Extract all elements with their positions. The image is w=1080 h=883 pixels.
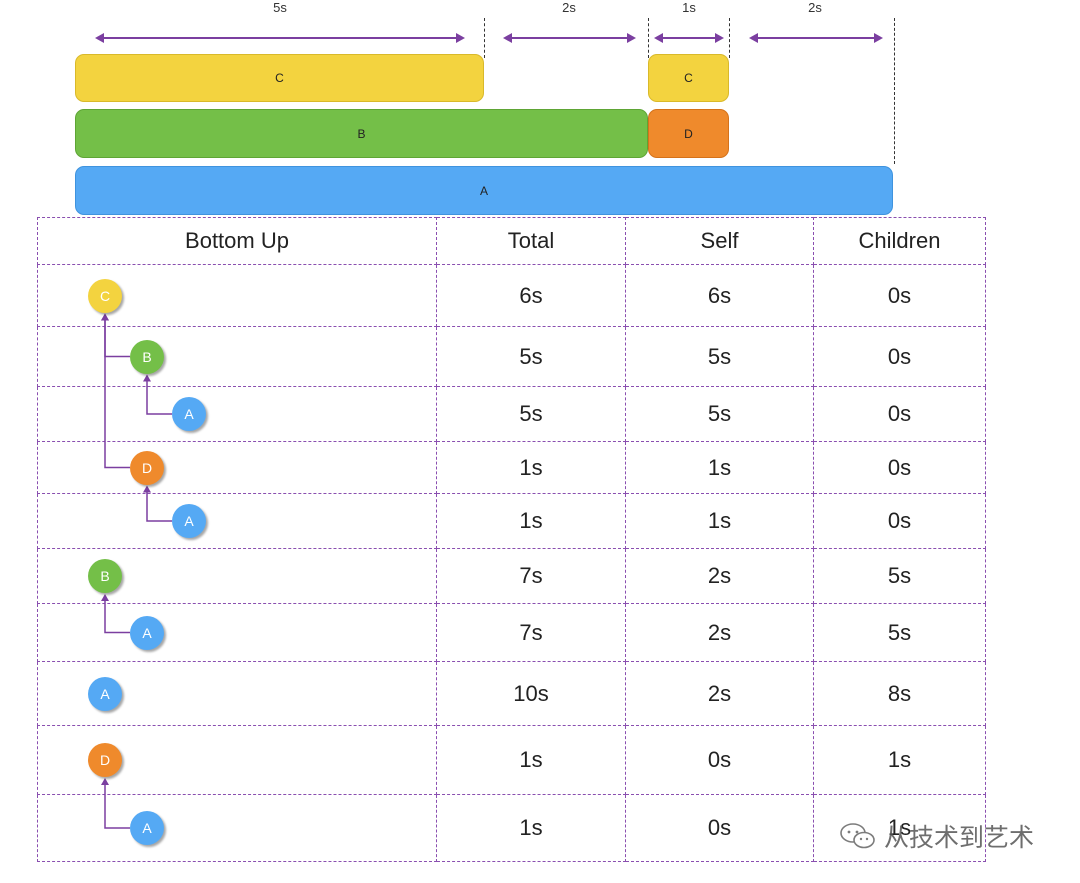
duration-arrow-tail [749,33,883,43]
duration-arrow-gap [503,33,636,43]
cell-self: 2s [625,548,814,604]
cell-self: 2s [625,603,814,662]
tree-node-a: A [130,615,164,650]
cell-children: 1s [813,794,986,862]
tree-cell [37,441,437,494]
cell-total: 1s [436,725,626,795]
cell-self: 1s [625,441,814,494]
tree-node-d: D [88,743,122,777]
tree-cell [37,493,437,549]
cell-total: 1s [436,493,626,549]
tree-cell [37,794,437,862]
table-row: 6s 6s 0s [37,264,986,327]
tree-node-d: D [130,450,164,485]
cell-self: 0s [625,725,814,795]
table-row: 5s 5s 0s [37,326,986,387]
duration-label-tail: 2s [808,0,822,15]
table-row: 1s 1s 0s [37,441,986,494]
bar-a: A [75,166,893,215]
bar-b: B [75,109,648,158]
cell-self: 2s [625,661,814,726]
tree-cell [37,326,437,387]
table-row: 1s 0s 1s [37,794,986,862]
tree-cell [37,603,437,662]
duration-arrow-c-short [654,33,724,43]
tree-node-a: A [88,676,122,711]
cell-children: 0s [813,326,986,387]
duration-label-c-long: 5s [273,0,287,15]
tree-cell [37,661,437,726]
tree-node-b: B [130,339,164,374]
cell-total: 6s [436,264,626,327]
table-row: 1s 0s 1s [37,725,986,795]
cell-self: 6s [625,264,814,327]
table-row: 7s 2s 5s [37,548,986,604]
cell-total: 5s [436,386,626,442]
cell-children: 0s [813,441,986,494]
cell-total: 7s [436,548,626,604]
cell-children: 0s [813,386,986,442]
cell-children: 5s [813,548,986,604]
cell-children: 5s [813,603,986,662]
guide-line [894,18,895,164]
tree-node-a: A [130,811,164,845]
guide-line [729,18,730,58]
wechat-icon [840,823,875,849]
duration-label-gap: 2s [562,0,576,15]
cell-self: 5s [625,386,814,442]
cell-total: 7s [436,603,626,662]
tree-node-b: B [88,559,122,593]
tree-node-c: C [88,278,122,313]
cell-self: 5s [625,326,814,387]
cell-children: 8s [813,661,986,726]
duration-arrow-c-long [95,33,465,43]
bar-d: D [648,109,729,158]
cell-total: 1s [436,441,626,494]
tree-node-a: A [172,504,206,538]
bar-c-short: C [648,54,729,102]
header-children: Children [813,217,986,265]
cell-children: 1s [813,725,986,795]
watermark-text: 从技术到艺术 [884,824,1035,852]
guide-line [648,18,649,58]
cell-self: 1s [625,493,814,549]
cell-children: 0s [813,493,986,549]
bar-c-long: C [75,54,484,102]
cell-total: 10s [436,661,626,726]
table-header-row: Bottom Up Total Self Children [37,217,986,265]
header-bottom-up: Bottom Up [37,217,437,265]
watermark: 从技术到艺术 [838,818,1034,854]
cell-children: 0s [813,264,986,327]
tree-node-a: A [172,397,206,431]
tree-cell [37,386,437,442]
header-self: Self [625,217,814,265]
table-row: 7s 2s 5s [37,603,986,662]
cell-self: 0s [625,794,814,862]
cell-total: 1s [436,794,626,862]
guide-line [484,18,485,58]
table-row: 10s 2s 8s [37,661,986,726]
duration-label-c-short: 1s [682,0,696,15]
bottom-up-table: Bottom Up Total Self Children 6s 6s 0s 5s 5s… [37,217,986,862]
cell-total: 5s [436,326,626,387]
header-total: Total [436,217,626,265]
